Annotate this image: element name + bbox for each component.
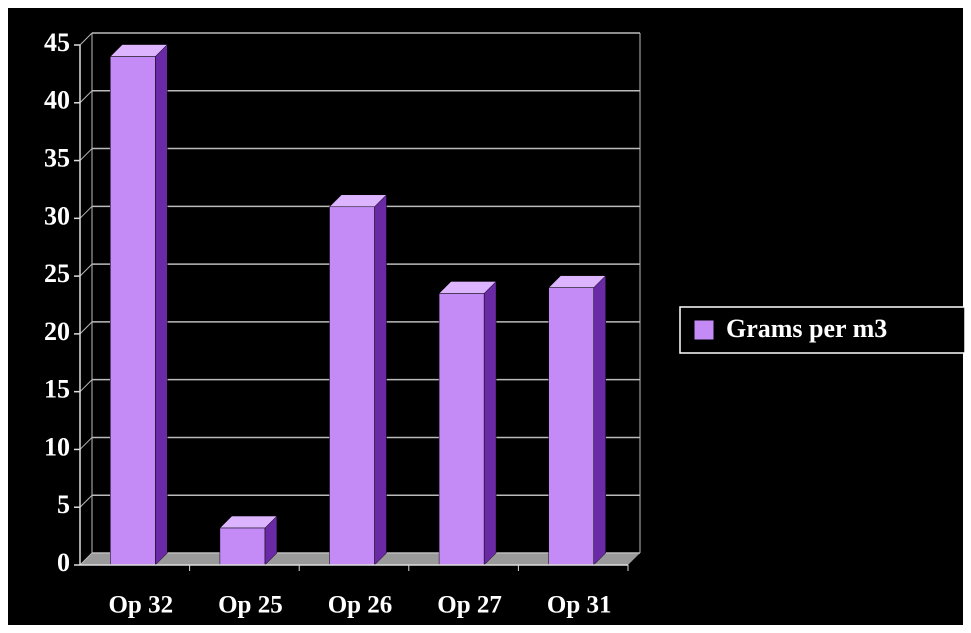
- y-tick-label: 35: [44, 144, 70, 173]
- legend-label: Grams per m3: [726, 314, 887, 343]
- y-tick-label: 5: [57, 490, 70, 519]
- y-tick-label: 30: [44, 201, 70, 230]
- bar: [219, 527, 266, 566]
- bar-side: [483, 280, 497, 566]
- y-tick-label: 10: [44, 432, 70, 461]
- x-tick-label: Op 32: [108, 592, 173, 619]
- grid-line: [79, 437, 93, 450]
- bar: [438, 293, 485, 566]
- grid-line: [79, 90, 93, 104]
- y-tick-label: 15: [44, 375, 70, 404]
- legend: Grams per m3: [679, 306, 966, 354]
- y-tick-label: 45: [44, 28, 70, 57]
- legend-box: [679, 306, 966, 354]
- grid-line: [79, 32, 93, 46]
- grid-line: [79, 321, 93, 335]
- bar-side: [593, 275, 606, 566]
- x-tick-label: Op 25: [218, 592, 283, 619]
- grid-line: [79, 494, 93, 508]
- grid-line: [79, 552, 93, 566]
- y-tick-label: 20: [44, 317, 70, 346]
- bar: [110, 56, 156, 566]
- x-tick-label: Op 26: [328, 592, 393, 619]
- bar-side: [155, 43, 168, 566]
- grid-line: [79, 263, 93, 277]
- y-tick-label: 0: [57, 548, 70, 577]
- bar: [329, 206, 375, 566]
- y-tick-label: 40: [44, 86, 70, 115]
- x-tick-label: Op 27: [437, 592, 502, 619]
- grid-line: [79, 379, 93, 393]
- y-tick-label: 25: [44, 259, 70, 288]
- bar-side: [374, 194, 387, 566]
- x-tick-label: Op 31: [547, 592, 612, 619]
- grid-line: [79, 205, 93, 219]
- legend-swatch: [693, 319, 715, 341]
- bar: [548, 287, 594, 566]
- grid-line: [79, 148, 93, 161]
